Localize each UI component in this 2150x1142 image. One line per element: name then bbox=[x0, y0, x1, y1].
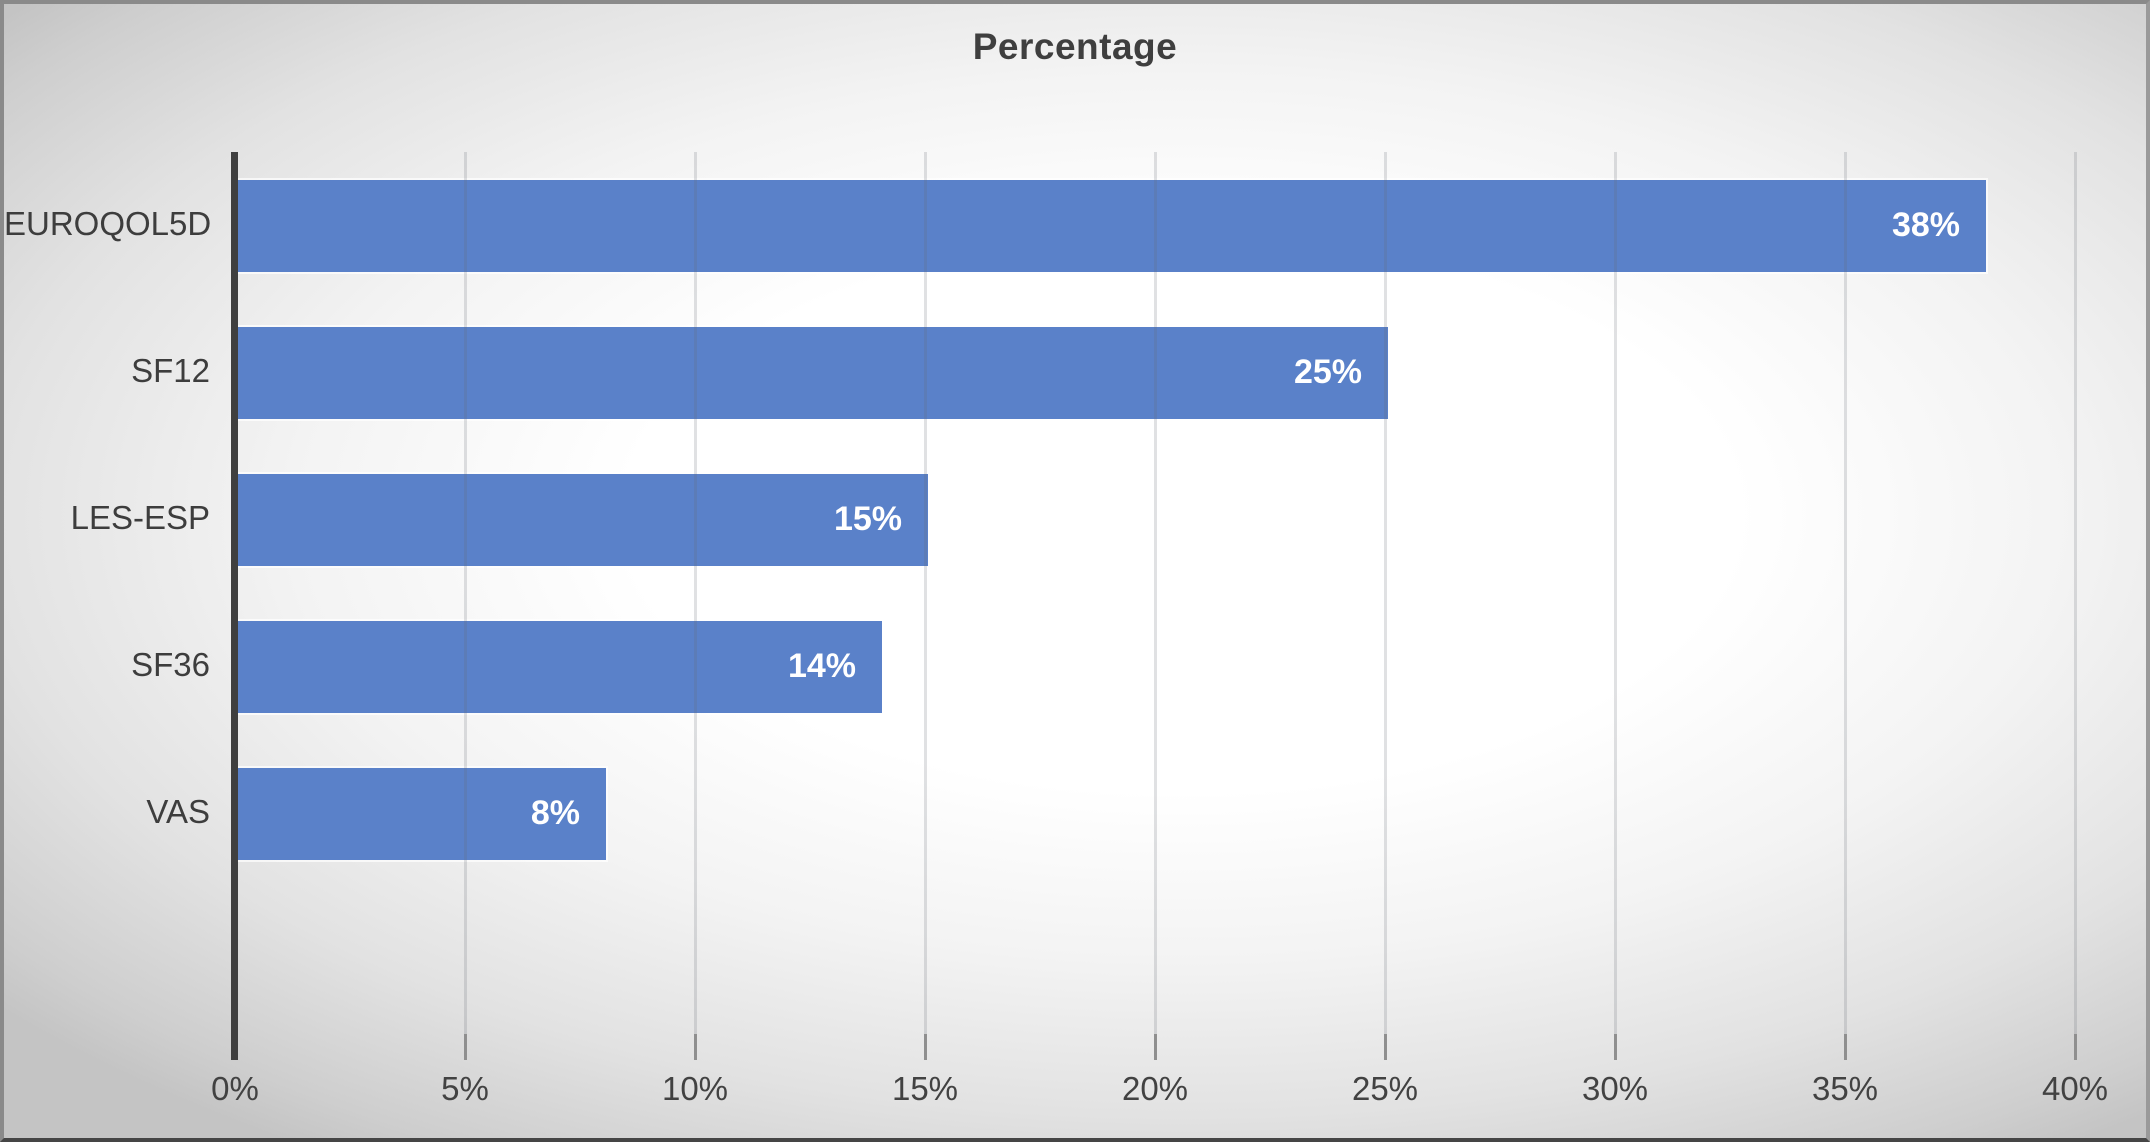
bar: 38% bbox=[238, 179, 1986, 272]
bar: 25% bbox=[238, 326, 1388, 419]
bar-value-label: 14% bbox=[787, 647, 856, 685]
vertical-gridline bbox=[1843, 152, 1847, 1034]
x-axis-tick-label: 0% bbox=[211, 1070, 259, 1107]
x-axis-tick-label: 15% bbox=[891, 1070, 959, 1107]
x-axis-tick bbox=[1613, 1034, 1617, 1060]
x-axis-tick-label: 10% bbox=[661, 1070, 729, 1107]
x-axis-tick bbox=[923, 1034, 927, 1060]
vertical-gridline bbox=[1613, 152, 1617, 1034]
vertical-gridline bbox=[2073, 152, 2077, 1034]
category-label: SF12 bbox=[131, 351, 210, 389]
bar-value-label: 8% bbox=[530, 794, 580, 832]
x-axis-tick bbox=[2073, 1034, 2077, 1060]
x-axis-tick-label: 35% bbox=[1811, 1070, 1879, 1107]
category-label: SF36 bbox=[131, 645, 210, 683]
bar-value-label: 15% bbox=[833, 500, 902, 538]
x-axis-tick bbox=[1383, 1034, 1387, 1060]
vertical-gridline bbox=[463, 152, 467, 1034]
bar: 15% bbox=[238, 473, 928, 566]
vertical-gridline bbox=[1383, 152, 1387, 1034]
x-axis-tick bbox=[1153, 1034, 1157, 1060]
category-label: EUROQOL5D bbox=[4, 204, 212, 242]
bar-value-label: 38% bbox=[1891, 206, 1960, 244]
bar: 8% bbox=[238, 767, 606, 860]
x-axis-tick-label: 25% bbox=[1351, 1070, 1419, 1107]
category-label: VAS bbox=[146, 792, 210, 830]
bar: 14% bbox=[238, 620, 882, 713]
category-axis-line bbox=[231, 152, 238, 1060]
category-label: LES-ESP bbox=[70, 498, 210, 536]
x-axis-tick-label: 5% bbox=[441, 1070, 489, 1107]
x-axis-tick-label: 40% bbox=[2041, 1070, 2109, 1107]
bar-value-label: 25% bbox=[1293, 353, 1362, 391]
x-axis-tick bbox=[463, 1034, 467, 1060]
vertical-gridline bbox=[1153, 152, 1157, 1034]
x-axis-tick bbox=[1843, 1034, 1847, 1060]
x-axis-tick-label: 20% bbox=[1121, 1070, 1189, 1107]
chart-title: Percentage bbox=[972, 26, 1178, 67]
x-axis-tick-label: 30% bbox=[1581, 1070, 1649, 1107]
vertical-gridline bbox=[923, 152, 927, 1034]
vertical-gridline bbox=[693, 152, 697, 1034]
x-axis-tick bbox=[693, 1034, 697, 1060]
